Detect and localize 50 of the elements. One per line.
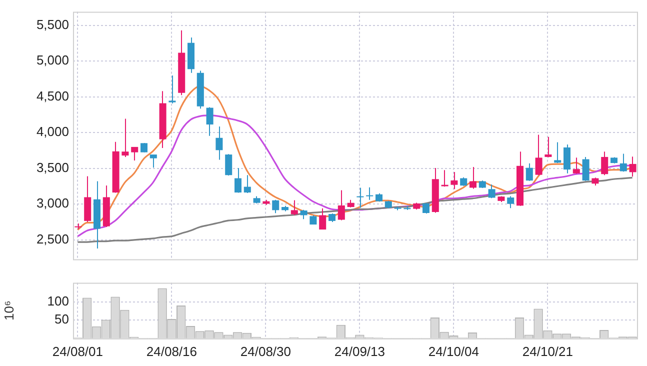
candlestick <box>272 199 280 214</box>
candlestick <box>526 162 533 182</box>
candlestick <box>488 184 496 199</box>
candlestick <box>441 170 448 188</box>
candlestick <box>150 154 157 168</box>
candlestick <box>450 171 458 190</box>
candlestick <box>300 209 308 220</box>
candlestick <box>140 142 148 153</box>
y-tick-label: 2,500 <box>36 231 69 246</box>
candlestick <box>535 134 542 176</box>
candlestick <box>168 74 176 104</box>
candlestick <box>290 200 298 216</box>
candlestick <box>507 196 514 209</box>
candlestick <box>469 166 477 190</box>
y-tick-label: 5,000 <box>36 52 69 68</box>
y-tick-label: 3,500 <box>36 160 69 175</box>
candlestick <box>244 174 251 194</box>
candlestick <box>225 154 232 176</box>
y-tick-label: 4,000 <box>36 124 69 140</box>
y-tick-label: 4,500 <box>36 88 69 104</box>
x-tick-label: 24/08/16 <box>146 344 198 359</box>
x-tick-label: 24/10/21 <box>522 344 574 359</box>
candlestick <box>122 118 129 158</box>
candlestick <box>206 106 214 136</box>
candlestick <box>544 136 552 158</box>
y-tick-label: 5,500 <box>36 16 69 32</box>
x-tick-label: 24/09/13 <box>334 344 386 359</box>
x-tick-label: 24/10/04 <box>428 344 480 359</box>
candlestick <box>216 126 223 160</box>
candlestick <box>338 190 345 221</box>
x-tick-label: 24/08/01 <box>52 344 104 359</box>
candlestick <box>319 208 326 230</box>
candlestick <box>563 144 571 174</box>
candlestick <box>572 157 580 174</box>
y-tick-label: 100 <box>47 293 69 308</box>
candlestick <box>582 156 590 182</box>
candlestick <box>366 186 374 200</box>
x-tick-label: 24/08/30 <box>240 344 292 359</box>
y-tick-label: 3,000 <box>36 196 69 211</box>
y-tick-label: 50 <box>54 312 69 327</box>
candlestick <box>629 156 636 178</box>
candlestick <box>234 168 242 194</box>
candlestick <box>620 153 627 172</box>
candlestick <box>422 202 430 214</box>
candlestick <box>131 146 138 162</box>
candlestick <box>601 151 608 176</box>
candlestick <box>84 176 92 223</box>
y-axis-title: 10⁶ <box>1 300 16 321</box>
candlestick <box>554 142 562 164</box>
candlestick <box>356 187 364 208</box>
